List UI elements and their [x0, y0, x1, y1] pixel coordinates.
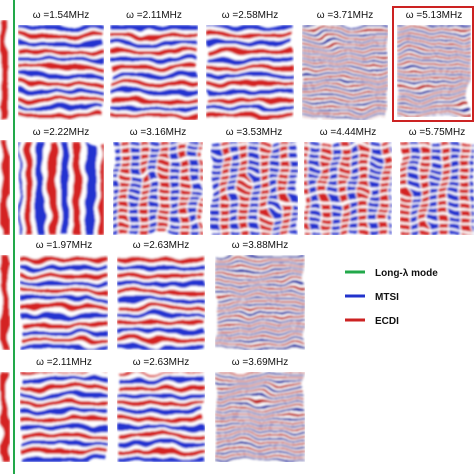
panel-label: ω =2.58MHz: [222, 10, 278, 21]
mode-panel: [302, 25, 388, 120]
legend-label: Long-λ mode: [375, 268, 438, 279]
panel-label: ω =2.11MHz: [126, 10, 182, 21]
mode-panel: [304, 142, 392, 235]
mode-panel: [400, 142, 474, 235]
partial-panel: [0, 140, 10, 235]
legend-label: ECDI: [375, 316, 399, 327]
legend-label: MTSI: [375, 292, 399, 303]
panel-label: ω =3.69MHz: [232, 357, 288, 368]
partial-panel: [0, 372, 10, 462]
mode-panel: [20, 372, 108, 462]
mode-panel: [20, 255, 108, 350]
partial-panel: [0, 20, 10, 120]
mode-panel: [117, 372, 205, 462]
mode-panel: [215, 255, 305, 350]
panel-label: ω =3.71MHz: [317, 10, 373, 21]
panel-label: ω =2.11MHz: [36, 357, 92, 368]
mode-panel: [397, 25, 471, 117]
mode-panel: [210, 142, 298, 235]
mode-panel: [215, 372, 305, 462]
panel-label: ω =2.63MHz: [133, 357, 189, 368]
panel-label: ω =2.22MHz: [33, 127, 89, 138]
panel-label: ω =1.97MHz: [36, 240, 92, 251]
panel-label: ω =5.75MHz: [409, 127, 465, 138]
frame: [392, 6, 474, 122]
partial-panel: [0, 255, 10, 350]
mode-panel: [206, 25, 294, 120]
mode-panel: [18, 25, 104, 120]
mode-panel: [110, 25, 198, 120]
mode-panel: [113, 142, 203, 235]
panel-label: ω =3.16MHz: [130, 127, 186, 138]
panel-label: ω =1.54MHz: [33, 10, 89, 21]
panel-label: ω =3.53MHz: [226, 127, 282, 138]
mode-panel: [18, 142, 104, 235]
panel-label: ω =5.13MHz: [406, 10, 462, 21]
panel-label: ω =3.88MHz: [232, 240, 288, 251]
panel-label: ω =2.63MHz: [133, 240, 189, 251]
panel-label: ω =4.44MHz: [320, 127, 376, 138]
mode-panel: [117, 255, 205, 350]
